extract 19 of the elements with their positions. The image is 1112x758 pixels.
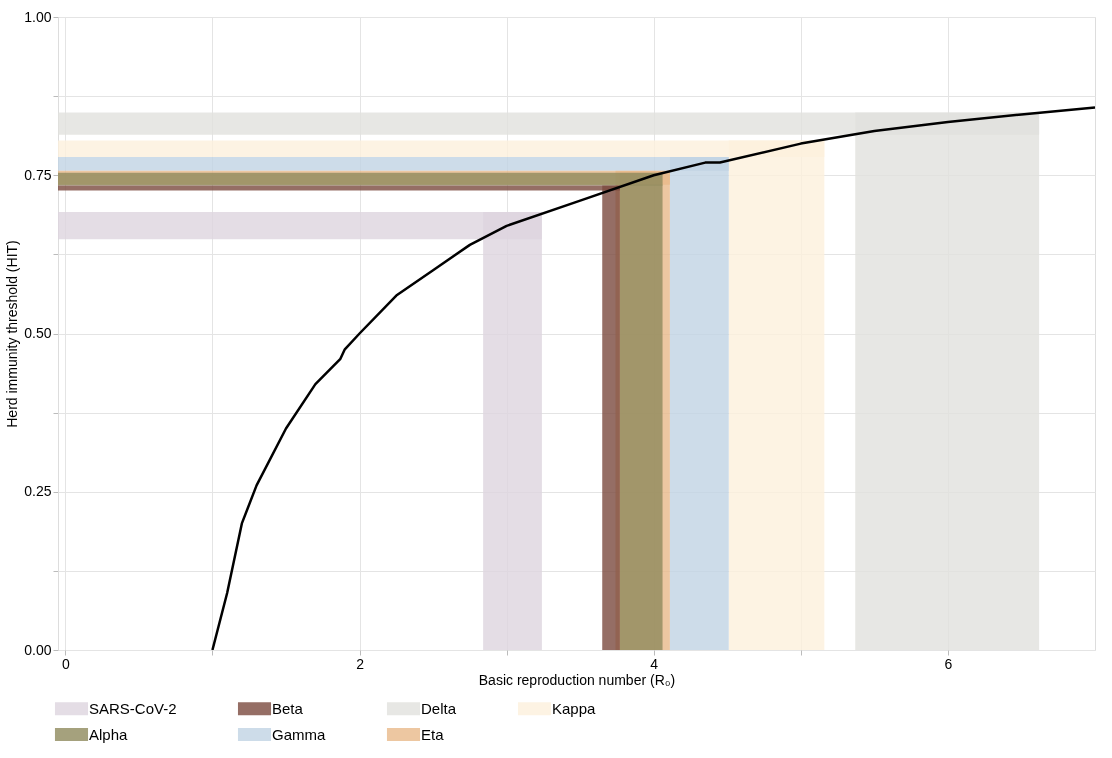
legend-label: Beta xyxy=(272,699,304,717)
line-series xyxy=(211,106,1095,650)
y-axis-title: Herd immunity threshold (HIT) xyxy=(4,240,21,428)
legend-label: Delta xyxy=(421,699,457,717)
x-tick-label: 6 xyxy=(944,655,953,672)
x-tick-label: 0 xyxy=(61,655,70,672)
legend-label: Kappa xyxy=(552,699,597,717)
y-tick-label: 0.50 xyxy=(24,325,52,341)
y-tick-label: 0.25 xyxy=(24,483,52,500)
legend-label: Eta xyxy=(421,725,445,743)
y-tick-label: 1.00 xyxy=(24,8,52,25)
x-tick-label: 4 xyxy=(650,655,659,672)
legend-label: Gamma xyxy=(272,725,326,743)
legend-label: Alpha xyxy=(89,725,129,743)
x-tick-label: 2 xyxy=(356,655,365,672)
x-axis-title: Basic reproduction number (R₀) xyxy=(478,671,676,688)
y-tick-label: 0.75 xyxy=(24,166,52,183)
y-tick-label: 0.00 xyxy=(24,641,52,658)
legend-label: SARS-CoV-2 xyxy=(89,699,177,717)
